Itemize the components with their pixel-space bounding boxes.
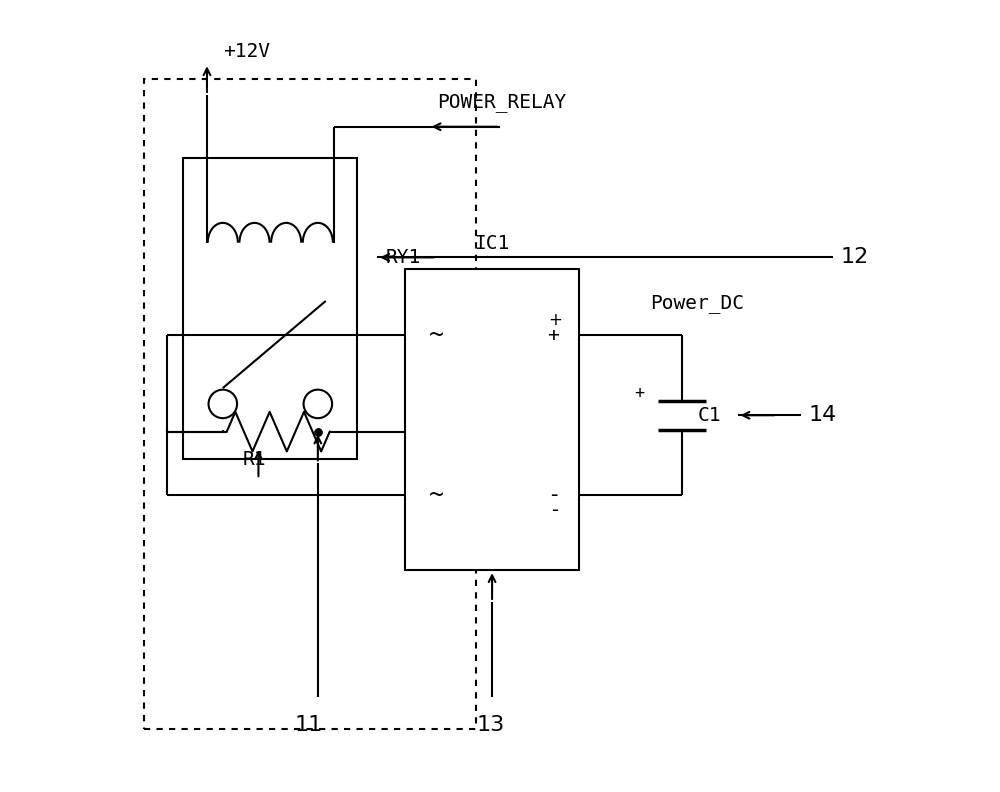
Text: 13: 13 bbox=[476, 714, 504, 735]
Text: +: + bbox=[635, 384, 645, 402]
Text: +12V: +12V bbox=[223, 42, 270, 61]
Text: R1: R1 bbox=[243, 450, 266, 469]
Text: POWER_RELAY: POWER_RELAY bbox=[437, 93, 566, 112]
Text: -: - bbox=[552, 501, 559, 520]
Text: IC1: IC1 bbox=[474, 234, 510, 253]
Text: Power_DC: Power_DC bbox=[650, 295, 744, 314]
Text: ~: ~ bbox=[429, 323, 444, 348]
Text: 12: 12 bbox=[841, 247, 869, 268]
Text: ~: ~ bbox=[429, 483, 444, 507]
FancyBboxPatch shape bbox=[405, 269, 579, 570]
FancyBboxPatch shape bbox=[183, 158, 357, 459]
Text: C1: C1 bbox=[698, 406, 721, 425]
Text: +: + bbox=[548, 326, 559, 345]
Text: 11: 11 bbox=[294, 714, 322, 735]
Text: -: - bbox=[548, 485, 561, 505]
Text: 14: 14 bbox=[809, 406, 837, 425]
Text: RY1: RY1 bbox=[385, 248, 420, 267]
Text: +: + bbox=[549, 310, 562, 329]
